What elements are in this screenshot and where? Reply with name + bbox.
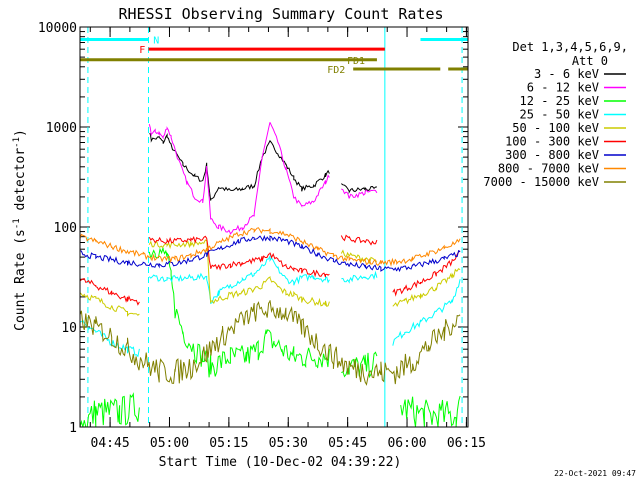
flag-label: N (153, 35, 159, 46)
flag-label: FD2 (327, 65, 345, 76)
series-line (79, 234, 461, 306)
legend-label: 800 - 7000 keV (498, 162, 599, 176)
chart-title: RHESSI Observing Summary Count Rates (118, 5, 443, 23)
legend-label: 7000 - 15000 keV (483, 175, 599, 189)
series-line (79, 300, 461, 386)
legend-header-line1: Det 1,3,4,5,6,9, (512, 40, 628, 54)
legend-label: 6 - 12 keV (527, 81, 599, 95)
x-tick-label: 05:15 (209, 436, 248, 451)
series-line (79, 234, 461, 273)
x-tick-label: 06:00 (387, 436, 426, 451)
series-line (149, 132, 377, 201)
x-tick-label: 04:45 (91, 436, 130, 451)
legend-label: 12 - 25 keV (520, 94, 599, 108)
legend-header-line2: Att 0 (572, 54, 608, 68)
legend-label: 300 - 800 keV (505, 148, 599, 162)
legend-label: 100 - 300 keV (505, 135, 599, 149)
flag-label: FD1 (347, 56, 365, 67)
y-axis-label: Count Rate (s-1 detector-1) (12, 129, 28, 331)
plot-frame (79, 26, 469, 428)
y-tick-label: 1000 (46, 121, 77, 136)
series-line (79, 247, 461, 428)
x-tick-label: 05:30 (269, 436, 308, 451)
legend-label: 3 - 6 keV (534, 67, 599, 81)
y-axis-label-sup2: -1 (12, 137, 22, 148)
x-tick-label: 06:15 (447, 436, 486, 451)
y-tick-label: 100 (54, 221, 77, 236)
y-tick-label: 10000 (38, 21, 77, 36)
legend-label: 25 - 50 keV (520, 108, 599, 122)
series-line (79, 227, 461, 267)
series-line (79, 254, 461, 358)
flag-label: F (139, 45, 145, 56)
y-axis-label-sup1: -1 (12, 218, 22, 229)
y-axis-label-end: ) (13, 129, 28, 137)
x-axis-label: Start Time (10-Dec-02 04:39:22) (159, 455, 402, 470)
legend-label: 50 - 100 keV (512, 121, 599, 135)
x-tick-label: 05:00 (150, 436, 189, 451)
x-tick-label: 05:45 (328, 436, 367, 451)
y-tick-label: 10 (61, 321, 77, 336)
series-line (148, 122, 378, 236)
series-line (79, 239, 461, 317)
y-tick-label: 1 (69, 421, 77, 436)
timestamp: 22-Oct-2021 09:47 (554, 469, 636, 478)
y-axis-label-mid: detector (13, 148, 28, 219)
y-axis-label-main: Count Rate (s (13, 229, 28, 331)
